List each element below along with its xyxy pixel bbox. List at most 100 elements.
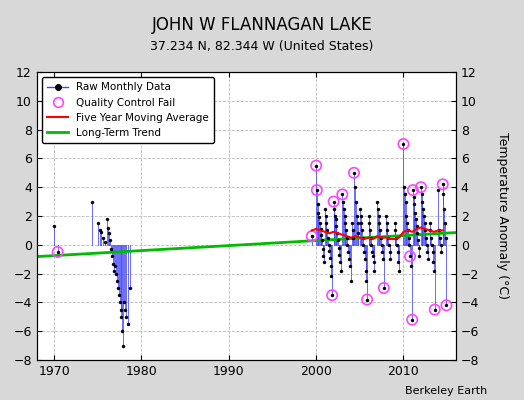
Point xyxy=(313,201,322,208)
Point xyxy=(110,268,118,274)
Point xyxy=(378,249,387,255)
Point xyxy=(377,234,385,241)
Point xyxy=(429,249,437,255)
Point xyxy=(332,216,340,222)
Point xyxy=(356,213,365,219)
Point xyxy=(342,227,350,234)
Point xyxy=(420,213,428,219)
Point xyxy=(442,234,450,241)
Point xyxy=(106,237,114,244)
Point xyxy=(430,268,438,274)
Point xyxy=(328,292,336,298)
Point xyxy=(392,234,400,241)
Point xyxy=(399,141,408,147)
Point xyxy=(325,247,333,254)
Point xyxy=(360,249,368,255)
Point xyxy=(403,220,411,226)
Point xyxy=(405,234,413,241)
Point xyxy=(358,227,366,234)
Point xyxy=(441,220,449,226)
Point xyxy=(114,285,122,291)
Point xyxy=(116,306,125,313)
Point xyxy=(330,198,338,205)
Point xyxy=(409,187,417,193)
Point xyxy=(350,170,358,176)
Point xyxy=(341,220,350,226)
Point xyxy=(319,246,327,252)
Point xyxy=(426,227,434,234)
Text: Berkeley Earth: Berkeley Earth xyxy=(405,386,487,396)
Point xyxy=(333,230,342,236)
Point xyxy=(414,244,423,251)
Point xyxy=(365,220,374,226)
Point xyxy=(345,263,354,270)
Point xyxy=(104,224,113,231)
Point xyxy=(331,213,340,219)
Point xyxy=(374,206,382,212)
Point xyxy=(349,234,357,241)
Point xyxy=(361,256,369,262)
Point xyxy=(368,249,376,255)
Point xyxy=(347,220,356,226)
Point xyxy=(113,278,121,284)
Point xyxy=(379,256,387,262)
Point xyxy=(386,249,394,255)
Point xyxy=(326,254,334,261)
Point xyxy=(370,268,379,274)
Point xyxy=(330,198,338,205)
Point xyxy=(308,233,316,239)
Point xyxy=(334,244,343,251)
Point xyxy=(363,296,372,303)
Point xyxy=(420,220,429,226)
Point xyxy=(321,213,330,219)
Point xyxy=(363,296,372,303)
Point xyxy=(412,216,420,222)
Point xyxy=(338,191,346,198)
Point xyxy=(385,242,393,248)
Point xyxy=(343,234,351,241)
Point xyxy=(380,285,388,291)
Point xyxy=(53,249,62,255)
Point xyxy=(419,206,428,212)
Point xyxy=(422,234,430,241)
Point xyxy=(354,220,362,226)
Point xyxy=(359,242,368,248)
Point xyxy=(423,242,431,248)
Point xyxy=(440,206,449,212)
Point xyxy=(435,227,443,234)
Point xyxy=(108,260,117,267)
Point xyxy=(367,242,376,248)
Point xyxy=(356,206,364,212)
Point xyxy=(425,220,434,226)
Point xyxy=(415,253,423,260)
Point xyxy=(407,263,415,270)
Point xyxy=(367,234,375,241)
Point xyxy=(99,234,107,241)
Point xyxy=(328,273,336,280)
Point xyxy=(421,227,430,234)
Point xyxy=(111,263,119,270)
Legend: Raw Monthly Data, Quality Control Fail, Five Year Moving Average, Long-Term Tren: Raw Monthly Data, Quality Control Fail, … xyxy=(42,77,214,143)
Point xyxy=(105,230,113,236)
Point xyxy=(334,237,342,244)
Point xyxy=(308,233,316,239)
Point xyxy=(107,246,115,252)
Point xyxy=(405,242,413,248)
Point xyxy=(338,191,346,198)
Point xyxy=(399,141,408,147)
Point xyxy=(436,234,444,241)
Point xyxy=(406,253,414,260)
Point xyxy=(121,306,129,313)
Point xyxy=(369,259,378,265)
Point xyxy=(377,242,386,248)
Point xyxy=(324,242,333,248)
Point xyxy=(320,259,329,265)
Point xyxy=(414,237,422,244)
Point xyxy=(94,220,102,226)
Point xyxy=(431,306,439,313)
Point xyxy=(411,210,419,216)
Point xyxy=(410,201,419,208)
Point xyxy=(118,328,126,334)
Point xyxy=(408,316,417,323)
Point xyxy=(384,234,392,241)
